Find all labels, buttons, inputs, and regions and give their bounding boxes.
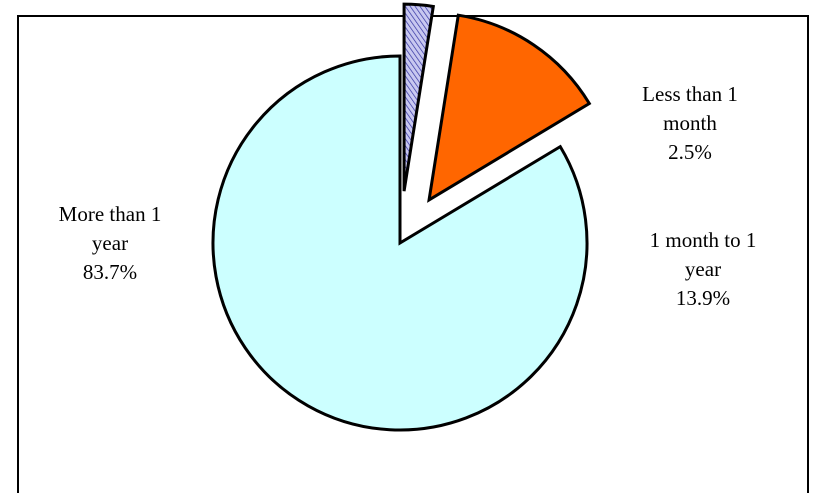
slice-category-label: year (92, 231, 128, 255)
slice-label-1: 1 month to 1 year 13.9% (650, 228, 757, 310)
slice-value-label: 2.5% (668, 140, 712, 164)
pie-labels: Less than 1 month 2.5% 1 month to 1 year 13.9… (59, 82, 757, 310)
slice-category-label: More than 1 (59, 202, 162, 226)
slice-value-label: 83.7% (83, 260, 137, 284)
slice-label-0: Less than 1 month 2.5% (642, 82, 738, 164)
slice-category-label: year (685, 257, 721, 281)
slice-category-label: month (663, 111, 717, 135)
slice-value-label: 13.9% (676, 286, 730, 310)
slice-label-2: More than 1 year 83.7% (59, 202, 162, 284)
pie-slice-0 (402, 2, 436, 192)
pie-slice-1 (427, 13, 592, 203)
pie-slices (211, 2, 592, 432)
slice-category-label: 1 month to 1 (650, 228, 757, 252)
pie-slice-2 (211, 54, 589, 432)
slice-category-label: Less than 1 (642, 82, 738, 106)
